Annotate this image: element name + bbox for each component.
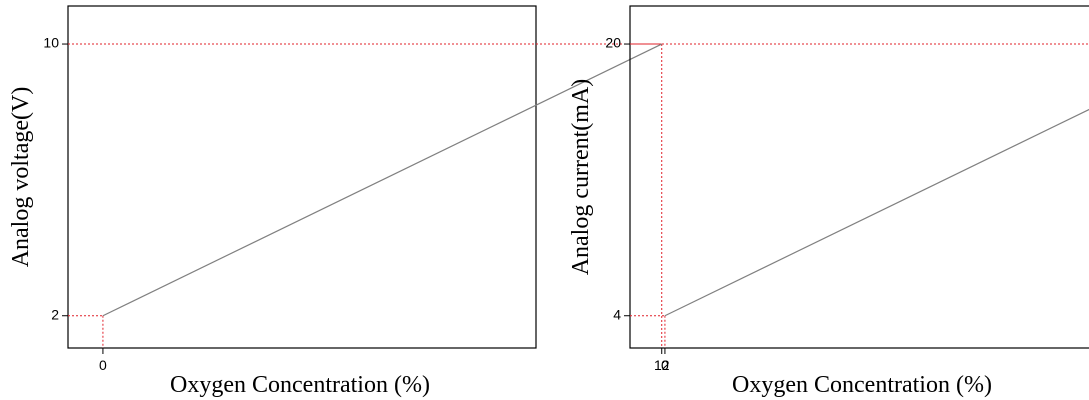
voltage-series-line: [102, 43, 662, 317]
voltage-x-tick-label-0: 0: [99, 357, 107, 373]
voltage-x-tick-label-12: 12: [654, 357, 670, 373]
current-chart: 4 20 0 12 Oxygen Concentration (%) Analo…: [568, 5, 1089, 398]
current-x-axis-title: Oxygen Concentration (%): [732, 372, 992, 398]
current-y-tick-label-4: 4: [613, 306, 621, 322]
current-plot-frame: [629, 5, 1089, 349]
current-y-tick-label-20: 20: [605, 35, 621, 51]
voltage-y-tick-label-10: 10: [43, 35, 59, 51]
voltage-y-tick-label-2: 2: [51, 306, 59, 322]
voltage-y-axis-title: Analog voltage(V): [8, 87, 34, 268]
current-series-line: [664, 108, 1089, 317]
voltage-x-axis-title: Oxygen Concentration (%): [170, 372, 430, 398]
voltage-chart: 2 10 0 12 Oxygen Concentration (%) Analo…: [8, 5, 670, 398]
current-y-axis-title: Analog current(mA): [568, 79, 594, 276]
current-x-tick-label-0: 0: [661, 357, 669, 373]
voltage-plot-frame: [67, 5, 537, 349]
